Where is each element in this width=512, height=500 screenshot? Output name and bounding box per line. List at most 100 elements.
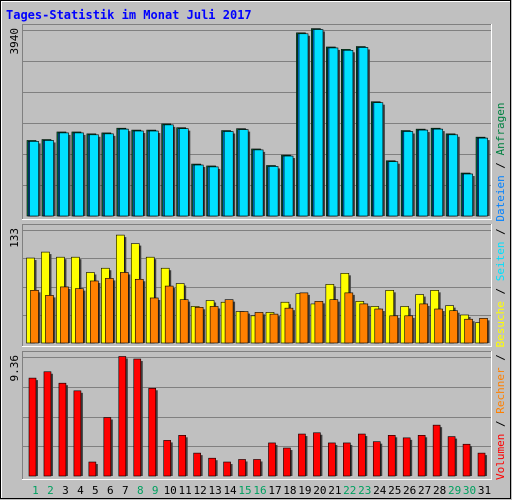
ymax-label-visits: 133 bbox=[8, 228, 21, 248]
legend-item-besuche: Besuche bbox=[494, 301, 507, 347]
bar-visits-rechner-day-12 bbox=[194, 307, 204, 344]
bar-visits-rechner-day-1 bbox=[30, 290, 39, 344]
bar-volume-volumen-day-17 bbox=[268, 442, 276, 477]
bar-visits-rechner-day-8 bbox=[134, 278, 144, 344]
x-tick-label-day-4: 4 bbox=[77, 484, 84, 497]
x-tick-label-day-13: 13 bbox=[208, 484, 221, 497]
x-tick-label-day-29: 29 bbox=[448, 484, 461, 497]
x-tick-label-day-31: 31 bbox=[478, 484, 491, 497]
legend-item-rechner: Rechner bbox=[494, 367, 507, 414]
bar-volume-volumen-day-15 bbox=[238, 459, 246, 477]
x-tick-label-day-12: 12 bbox=[194, 484, 207, 497]
bar-volume-volumen-day-4 bbox=[73, 390, 82, 477]
bar-visits-rechner-day-5 bbox=[90, 280, 99, 344]
bar-requests-seiten-day-6 bbox=[104, 133, 114, 217]
legend-separator: / bbox=[494, 414, 507, 434]
x-tick-label-day-22: 22 bbox=[343, 484, 356, 497]
x-tick-label-day-25: 25 bbox=[388, 484, 401, 497]
bar-volume-volumen-day-5 bbox=[88, 461, 97, 477]
panel-volume: 9.36 bbox=[8, 351, 492, 480]
x-tick-label-day-16: 16 bbox=[253, 484, 266, 497]
x-tick-label-day-20: 20 bbox=[313, 484, 326, 497]
x-tick-label-day-5: 5 bbox=[92, 484, 99, 497]
bar-visits-rechner-day-3 bbox=[60, 286, 69, 344]
ymax-label-volume: 9.36 bbox=[8, 355, 21, 382]
bar-visits-rechner-day-26 bbox=[404, 315, 413, 344]
bar-volume-volumen-day-8 bbox=[133, 358, 142, 477]
chart-title: Tages-Statistik im Monat Juli 2017 bbox=[6, 8, 252, 22]
bar-visits-rechner-day-17 bbox=[269, 313, 279, 344]
bar-visits-rechner-day-31 bbox=[479, 318, 488, 344]
legend-separator: / bbox=[494, 222, 507, 242]
bar-volume-volumen-day-23 bbox=[357, 433, 366, 477]
bar-volume-volumen-day-16 bbox=[253, 459, 261, 477]
bar-visits-rechner-day-27 bbox=[419, 303, 428, 344]
bar-requests-seiten-day-14 bbox=[223, 131, 234, 217]
legend-item-volumen: Volumen bbox=[494, 434, 507, 480]
bar-requests-seiten-day-18 bbox=[283, 155, 294, 217]
bar-volume-volumen-day-7 bbox=[118, 356, 127, 477]
bar-requests-seiten-day-23 bbox=[358, 47, 369, 217]
x-tick-label-day-21: 21 bbox=[328, 484, 341, 497]
bar-visits-rechner-day-4 bbox=[75, 288, 84, 344]
x-tick-label-day-30: 30 bbox=[463, 484, 476, 497]
x-tick-label-day-8: 8 bbox=[137, 484, 144, 497]
bar-requests-seiten-day-31 bbox=[478, 137, 488, 217]
bar-requests-seiten-day-10 bbox=[164, 124, 174, 217]
bar-volume-volumen-day-29 bbox=[447, 436, 456, 477]
x-tick-label-day-14: 14 bbox=[223, 484, 237, 497]
bar-visits-rechner-day-20 bbox=[314, 301, 324, 344]
bar-volume-volumen-day-20 bbox=[313, 432, 321, 477]
legend-item-seiten: Seiten bbox=[494, 242, 507, 282]
x-tick-label-day-2: 2 bbox=[47, 484, 54, 497]
x-tick-label-day-19: 19 bbox=[298, 484, 311, 497]
bar-requests-seiten-day-8 bbox=[134, 130, 144, 217]
legend-item-anfragen: Anfragen bbox=[494, 102, 507, 155]
bar-requests-seiten-day-16 bbox=[253, 149, 264, 217]
bar-requests-seiten-day-26 bbox=[403, 131, 414, 217]
bar-volume-volumen-day-27 bbox=[417, 435, 426, 477]
bar-requests-seiten-day-30 bbox=[463, 173, 473, 217]
bar-volume-volumen-day-13 bbox=[208, 457, 216, 477]
panel-visits: 133 bbox=[8, 224, 492, 347]
bar-requests-seiten-day-20 bbox=[313, 29, 324, 217]
bar-visits-rechner-day-25 bbox=[389, 315, 399, 344]
bar-visits-rechner-day-6 bbox=[105, 278, 114, 344]
legend: Volumen / Rechner / Besuche / Seiten / D… bbox=[494, 102, 507, 480]
x-tick-label-day-3: 3 bbox=[62, 484, 69, 497]
bar-volume-volumen-day-24 bbox=[372, 441, 381, 477]
legend-separator: / bbox=[494, 155, 507, 175]
bar-requests-seiten-day-9 bbox=[149, 130, 159, 217]
bar-volume-volumen-day-30 bbox=[462, 443, 471, 477]
x-tick-label-day-17: 17 bbox=[268, 484, 281, 497]
bar-requests-seiten-day-22 bbox=[343, 49, 354, 217]
bar-requests-seiten-day-24 bbox=[373, 102, 384, 217]
bar-visits-rechner-day-18 bbox=[284, 307, 294, 344]
bar-visits-rechner-day-7 bbox=[120, 272, 129, 344]
bar-visits-rechner-day-9 bbox=[149, 297, 159, 344]
bar-volume-volumen-day-14 bbox=[223, 461, 231, 477]
bar-visits-rechner-day-24 bbox=[374, 308, 384, 344]
bar-volume-volumen-day-2 bbox=[43, 371, 52, 477]
bar-volume-volumen-day-6 bbox=[103, 417, 112, 477]
x-tick-label-day-10: 10 bbox=[164, 484, 177, 497]
bar-requests-seiten-day-21 bbox=[328, 47, 339, 217]
bar-volume-volumen-day-28 bbox=[432, 424, 441, 477]
bar-volume-volumen-day-18 bbox=[283, 447, 291, 477]
bar-requests-seiten-day-19 bbox=[298, 33, 309, 217]
bar-requests-seiten-day-7 bbox=[119, 128, 129, 217]
bar-visits-rechner-day-13 bbox=[209, 306, 219, 344]
bar-visits-rechner-day-16 bbox=[254, 312, 264, 344]
legend-separator: / bbox=[494, 348, 507, 368]
x-tick-label-day-15: 15 bbox=[238, 484, 251, 497]
x-tick-label-day-18: 18 bbox=[283, 484, 296, 497]
bar-visits-rechner-day-22 bbox=[344, 292, 354, 344]
bar-volume-volumen-day-12 bbox=[193, 452, 201, 477]
bar-requests-seiten-day-1 bbox=[29, 141, 39, 217]
x-tick-label-day-28: 28 bbox=[433, 484, 446, 497]
bar-requests-seiten-day-15 bbox=[238, 129, 249, 217]
bar-visits-rechner-day-10 bbox=[164, 285, 174, 344]
bar-visits-rechner-day-2 bbox=[45, 295, 54, 344]
bar-volume-volumen-day-31 bbox=[477, 452, 486, 477]
